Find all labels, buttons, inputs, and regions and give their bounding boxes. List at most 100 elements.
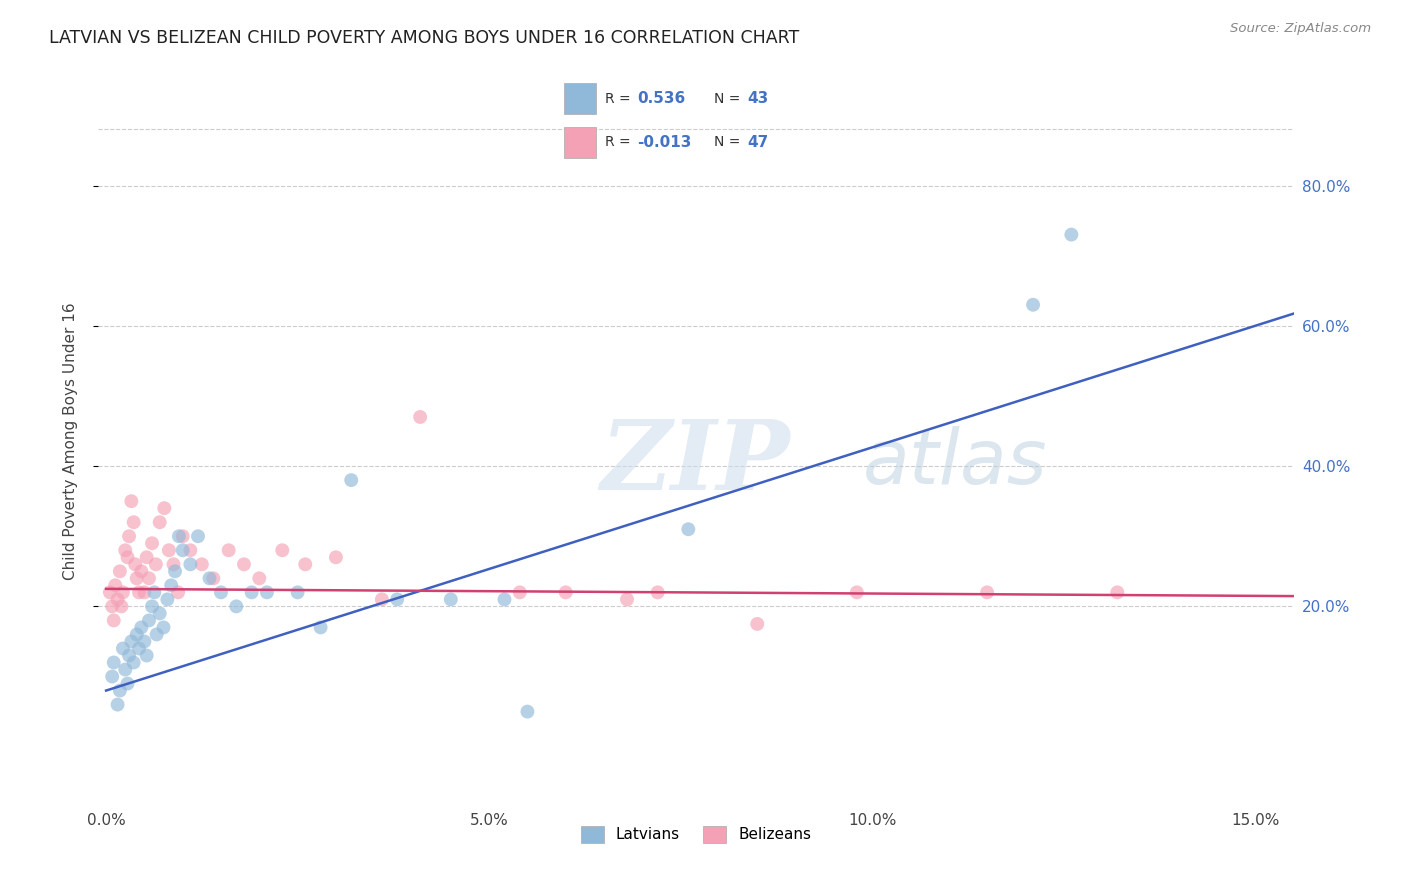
Point <box>1107 585 1129 599</box>
Point <box>218 543 240 558</box>
Point <box>271 543 294 558</box>
Point <box>103 656 125 670</box>
Point <box>156 592 179 607</box>
Point <box>118 648 141 663</box>
Point <box>240 585 263 599</box>
Point <box>125 627 148 641</box>
Point <box>145 558 167 572</box>
Point <box>167 529 190 543</box>
Point <box>371 592 394 607</box>
Point <box>108 564 131 578</box>
Point <box>117 550 139 565</box>
Point <box>747 616 769 631</box>
Point <box>163 564 186 578</box>
Point <box>120 634 142 648</box>
Point <box>110 599 132 614</box>
Point <box>678 522 700 536</box>
Point <box>385 592 409 607</box>
Point <box>157 543 180 558</box>
Point <box>167 585 190 599</box>
Point <box>135 550 157 565</box>
Point <box>138 614 160 628</box>
Point <box>143 585 166 599</box>
Point <box>1022 298 1045 312</box>
Point <box>111 585 134 599</box>
Point <box>122 515 145 529</box>
Point <box>98 585 121 599</box>
Point <box>108 683 131 698</box>
Point <box>145 627 167 641</box>
Point <box>309 620 332 634</box>
Point <box>616 592 638 607</box>
Point <box>287 585 309 599</box>
Point <box>198 571 221 585</box>
Point <box>128 585 150 599</box>
Point <box>118 529 141 543</box>
Point <box>104 578 127 592</box>
Point <box>494 592 516 607</box>
Point <box>647 585 669 599</box>
Point <box>131 620 153 634</box>
Point <box>141 599 163 614</box>
Point <box>125 571 148 585</box>
Point <box>152 620 174 634</box>
Y-axis label: Child Poverty Among Boys Under 16: Child Poverty Among Boys Under 16 <box>63 302 77 581</box>
Point <box>233 558 256 572</box>
Point <box>103 614 125 628</box>
Text: R =: R = <box>605 92 634 105</box>
Point <box>976 585 998 599</box>
Point <box>172 543 194 558</box>
Point <box>191 558 214 572</box>
Point <box>141 536 163 550</box>
Legend: Latvians, Belizeans: Latvians, Belizeans <box>575 820 817 849</box>
FancyBboxPatch shape <box>564 83 596 114</box>
Point <box>114 543 136 558</box>
Text: LATVIAN VS BELIZEAN CHILD POVERTY AMONG BOYS UNDER 16 CORRELATION CHART: LATVIAN VS BELIZEAN CHILD POVERTY AMONG … <box>49 29 800 46</box>
Point <box>138 571 160 585</box>
Point <box>149 607 172 621</box>
Point <box>325 550 347 565</box>
Point <box>134 634 156 648</box>
Point <box>179 543 201 558</box>
Point <box>162 558 184 572</box>
Point <box>131 564 153 578</box>
Point <box>122 656 145 670</box>
Text: 0.536: 0.536 <box>638 91 686 106</box>
Text: 47: 47 <box>748 135 769 150</box>
Text: R =: R = <box>605 136 634 149</box>
Point <box>128 641 150 656</box>
Point <box>101 599 124 614</box>
Point <box>134 585 156 599</box>
Point <box>172 529 194 543</box>
Point <box>340 473 363 487</box>
Point <box>120 494 142 508</box>
Point <box>247 571 270 585</box>
Point <box>149 515 172 529</box>
Point <box>101 669 124 683</box>
Point <box>107 698 129 712</box>
Text: atlas: atlas <box>863 426 1047 500</box>
Point <box>107 592 129 607</box>
Text: ZIP: ZIP <box>600 417 790 510</box>
Point <box>124 558 146 572</box>
Point <box>179 558 201 572</box>
Point <box>209 585 232 599</box>
Point <box>117 676 139 690</box>
Point <box>294 558 316 572</box>
Point <box>225 599 247 614</box>
Point <box>111 641 134 656</box>
Point <box>160 578 183 592</box>
Point <box>114 663 136 677</box>
Point <box>187 529 209 543</box>
Point <box>409 409 432 424</box>
Point <box>202 571 225 585</box>
Point <box>135 648 157 663</box>
Point <box>1060 227 1083 242</box>
Point <box>509 585 531 599</box>
Text: Source: ZipAtlas.com: Source: ZipAtlas.com <box>1230 22 1371 36</box>
FancyBboxPatch shape <box>564 127 596 158</box>
Point <box>256 585 278 599</box>
Text: N =: N = <box>714 92 745 105</box>
Point <box>554 585 576 599</box>
Text: 43: 43 <box>748 91 769 106</box>
